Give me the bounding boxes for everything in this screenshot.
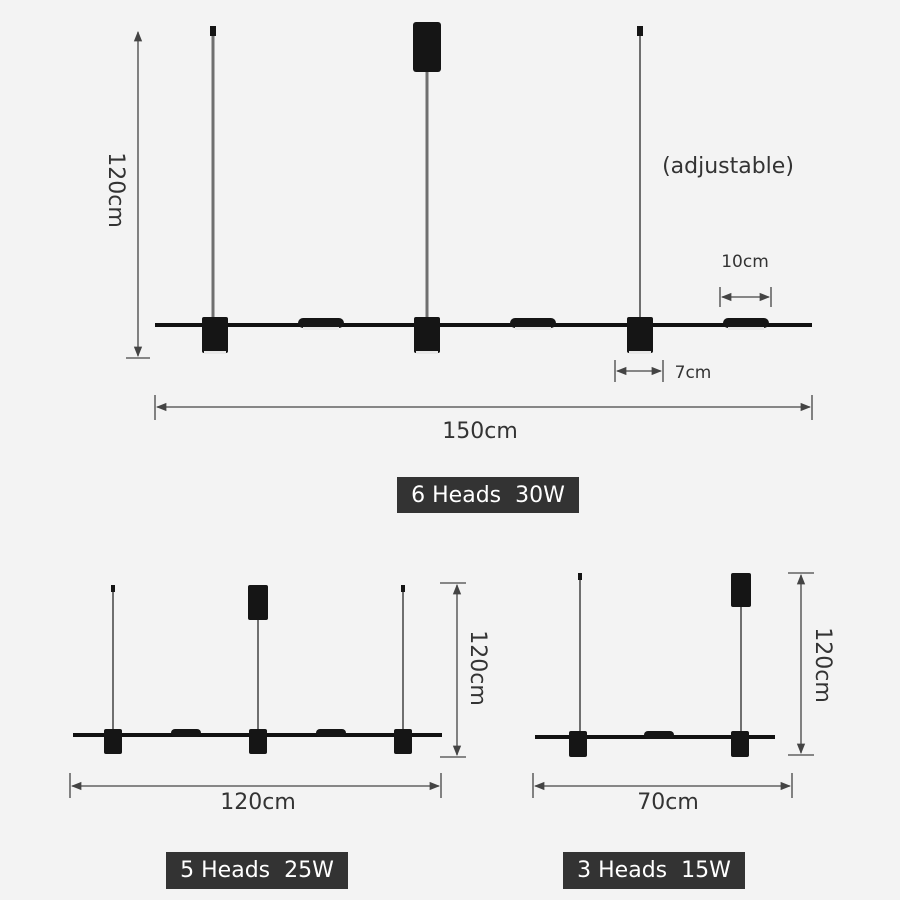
label-box — [166, 852, 348, 889]
light — [629, 351, 651, 354]
height-label: 120cm — [810, 627, 835, 703]
light — [204, 351, 226, 354]
disc — [644, 731, 674, 739]
light — [416, 351, 438, 354]
lamp-3-heads: 120cm 70cm 3 Heads 15W — [532, 572, 835, 889]
adjustable-note: (adjustable) — [662, 154, 794, 179]
hook — [401, 585, 405, 592]
disc — [171, 729, 201, 737]
light — [515, 327, 551, 330]
width-label: 150cm — [442, 419, 518, 444]
cylinder — [414, 317, 440, 353]
label-box — [563, 852, 745, 889]
label-box — [397, 477, 579, 513]
cylinder — [394, 729, 412, 754]
lamp-5-heads: 120cm 120cm 5 Heads 25W — [69, 582, 490, 889]
disc-width-label: 10cm — [721, 252, 769, 272]
disc — [316, 729, 346, 737]
model-label: 3 Heads 15W — [577, 858, 731, 883]
width-label: 120cm — [220, 790, 296, 815]
model-label: 5 Heads 25W — [180, 858, 334, 883]
cylinder — [249, 729, 267, 754]
canopy — [413, 22, 441, 72]
cylinder-width-label: 7cm — [675, 363, 712, 383]
disc — [298, 318, 344, 328]
canopy — [731, 573, 751, 607]
height-label: 120cm — [103, 152, 128, 228]
disc — [510, 318, 556, 328]
cylinder — [569, 731, 587, 757]
light — [728, 327, 764, 330]
hook — [578, 573, 582, 580]
hook — [111, 585, 115, 592]
disc — [723, 318, 769, 328]
hook — [210, 26, 216, 36]
canopy — [248, 585, 268, 620]
width-label: 70cm — [637, 790, 699, 815]
hook — [637, 26, 643, 36]
cylinder — [627, 317, 653, 353]
lamp-6-heads: 120cm (adjustable) 10cm 7cm 150cm 6 Head… — [103, 22, 813, 513]
model-label: 6 Heads 30W — [411, 483, 565, 508]
light — [303, 327, 339, 330]
height-label: 120cm — [465, 630, 490, 706]
cylinder — [202, 317, 228, 353]
cylinder — [731, 731, 749, 757]
cylinder — [104, 729, 122, 754]
